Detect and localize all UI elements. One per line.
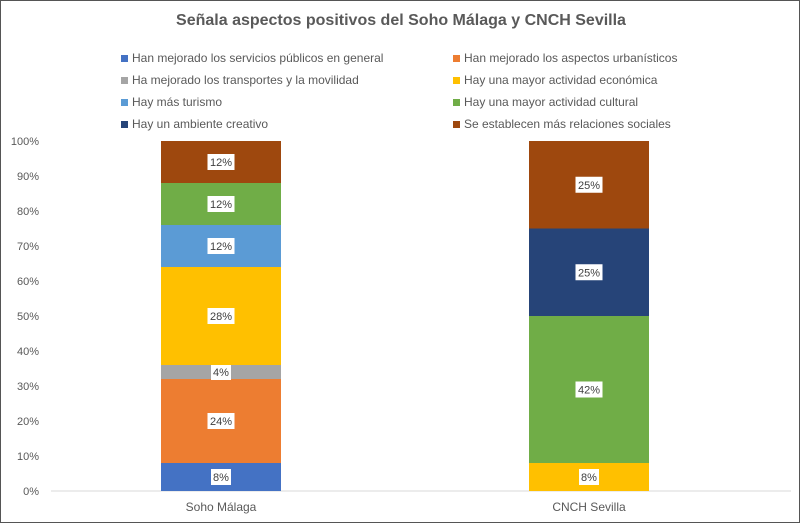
data-label-box xyxy=(211,469,231,485)
chart-title: Señala aspectos positivos del Soho Málag… xyxy=(176,12,626,29)
x-tick-label: CNCH Sevilla xyxy=(552,500,626,514)
legend-swatch xyxy=(453,55,460,63)
data-label: 12% xyxy=(210,241,232,253)
legend-label: Ha mejorado los transportes y la movilid… xyxy=(132,73,359,87)
data-label: 8% xyxy=(213,472,229,484)
legend-swatch xyxy=(453,77,460,85)
y-tick-label: 90% xyxy=(17,171,39,183)
data-label: 25% xyxy=(578,180,600,192)
y-tick-label: 40% xyxy=(17,346,39,358)
legend-item: Han mejorado los aspectos urbanísticos xyxy=(453,51,677,65)
data-label: 24% xyxy=(210,416,232,428)
legend-label: Hay una mayor actividad cultural xyxy=(464,95,639,109)
y-tick-label: 0% xyxy=(23,486,39,498)
data-label-box xyxy=(207,196,235,212)
data-label: 28% xyxy=(210,311,232,323)
legend-swatch xyxy=(121,55,128,63)
y-tick-label: 50% xyxy=(17,311,39,323)
legend-swatch xyxy=(121,121,128,129)
data-label-box xyxy=(575,264,603,281)
legend-label: Se establecen más relaciones sociales xyxy=(464,117,671,131)
legend-label: Hay un ambiente creativo xyxy=(132,117,269,131)
legend-item: Han mejorado los servicios públicos en g… xyxy=(121,51,383,65)
data-label: 12% xyxy=(210,157,232,169)
legend-swatch xyxy=(453,99,460,107)
legend-item: Ha mejorado los transportes y la movilid… xyxy=(121,73,359,87)
data-label-box xyxy=(207,413,235,429)
y-tick-label: 100% xyxy=(11,136,39,148)
y-tick-label: 20% xyxy=(17,416,39,428)
data-label-box xyxy=(575,381,603,398)
legend-item: Hay más turismo xyxy=(121,95,222,109)
legend-swatch xyxy=(121,99,128,107)
data-label: 12% xyxy=(210,199,232,211)
data-label: 25% xyxy=(578,267,600,279)
legend-label: Han mejorado los aspectos urbanísticos xyxy=(464,51,678,65)
data-label: 8% xyxy=(581,472,597,484)
legend-label: Hay una mayor actividad económica xyxy=(464,73,658,87)
y-tick-label: 70% xyxy=(17,241,39,253)
legend-label: Han mejorado los servicios públicos en g… xyxy=(132,51,384,65)
legend-swatch xyxy=(121,77,128,85)
legend-item: Hay una mayor actividad cultural xyxy=(453,95,638,109)
legend-swatch xyxy=(453,121,460,129)
x-tick-label: Soho Málaga xyxy=(186,500,257,514)
y-tick-label: 60% xyxy=(17,276,39,288)
y-tick-label: 30% xyxy=(17,381,39,393)
data-label-box xyxy=(211,364,231,380)
data-label: 42% xyxy=(578,385,600,397)
legend-item: Hay una mayor actividad económica xyxy=(453,73,657,87)
legend-item: Hay un ambiente creativo xyxy=(121,117,268,131)
legend-label: Hay más turismo xyxy=(132,95,223,109)
data-label-box xyxy=(575,176,603,193)
data-label-box xyxy=(579,469,599,485)
data-label: 4% xyxy=(213,367,229,379)
data-label-box xyxy=(207,154,235,170)
y-tick-label: 80% xyxy=(17,206,39,218)
data-label-box xyxy=(207,238,235,254)
legend-item: Se establecen más relaciones sociales xyxy=(453,117,671,131)
data-label-box xyxy=(207,308,235,324)
y-tick-label: 10% xyxy=(17,451,39,463)
